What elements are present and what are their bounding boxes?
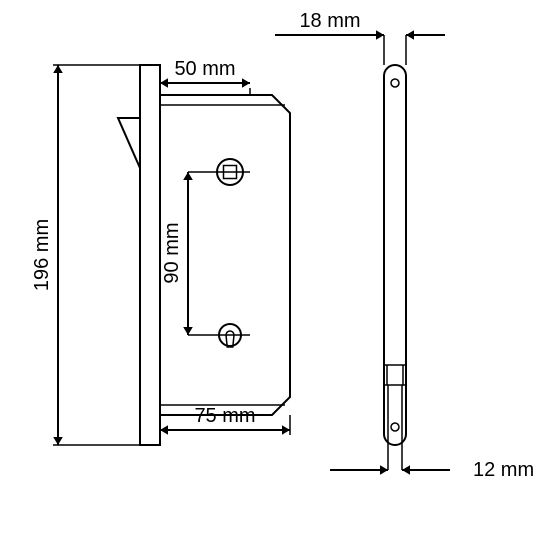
latch-bolt xyxy=(118,118,140,168)
faceplate xyxy=(140,65,160,445)
dim-12mm: 12 mm xyxy=(330,385,534,481)
dimension-label: 18 mm xyxy=(299,10,360,32)
dimension-label: 75 mm xyxy=(194,405,255,427)
dim-50mm: 50 mm xyxy=(160,58,250,95)
dim-18mm: 18 mm xyxy=(275,10,445,65)
dimension-label: 50 mm xyxy=(174,58,235,80)
dimension-label: 196 mm xyxy=(31,219,53,291)
lock-body-view xyxy=(118,65,290,445)
dimension-label: 12 mm xyxy=(473,459,534,481)
dimension-label: 90 mm xyxy=(161,222,183,283)
